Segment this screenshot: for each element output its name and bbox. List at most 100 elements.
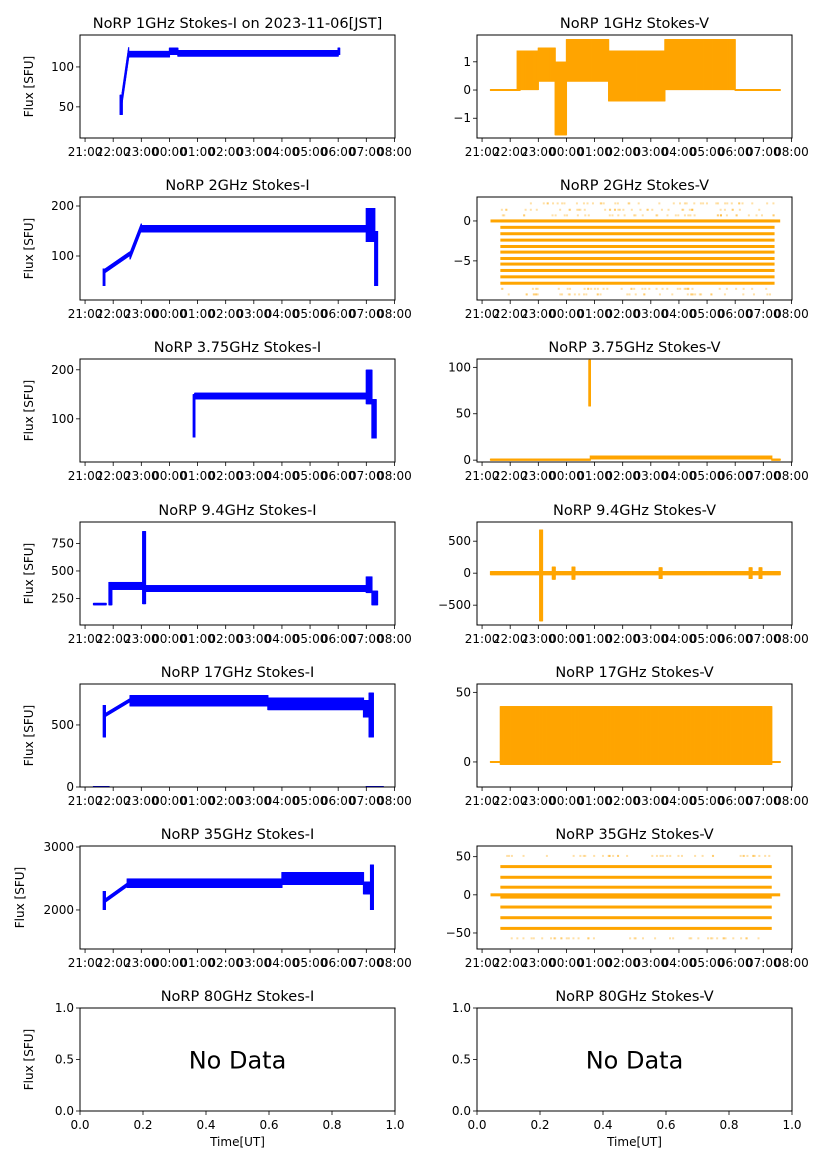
subplot-stokes-i-2: NoRP 3.75GHz Stokes-I21:0022:0023:0000:0…: [22, 340, 412, 483]
data-point: [779, 89, 781, 91]
x-tick-label: 03:00: [634, 307, 669, 321]
subplot-stokes-v-1: NoRP 2GHz Stokes-V21:0022:0023:0000:0001…: [453, 178, 808, 321]
sparse-point: [556, 202, 559, 205]
sparse-point: [723, 293, 726, 296]
sparse-point: [522, 214, 525, 217]
sparse-point: [702, 202, 705, 205]
sparse-point: [535, 208, 538, 211]
x-tick-label: 01:00: [577, 307, 612, 321]
sparse-point: [735, 287, 738, 290]
sparse-point: [554, 214, 557, 217]
x-tick-label: 22:00: [493, 145, 528, 159]
sparse-point: [689, 293, 692, 296]
data-band-0: [119, 94, 123, 115]
sparse-point: [503, 214, 506, 217]
sparse-point: [507, 293, 510, 296]
sparse-point: [611, 214, 614, 217]
data-band-6: [664, 39, 736, 91]
sparse-point: [658, 202, 661, 205]
x-tick-label: 08:00: [377, 307, 412, 321]
axes-frame: [476, 34, 793, 139]
sparse-point: [532, 293, 535, 296]
x-tick-label: 07:00: [746, 145, 781, 159]
sparse-point: [582, 202, 585, 205]
level-stripe: [500, 232, 775, 236]
sparse-point: [568, 208, 571, 211]
sparse-point: [567, 293, 570, 296]
sparse-point: [742, 287, 745, 290]
level-stripe: [500, 275, 775, 279]
sparse-point: [683, 214, 686, 217]
data-point: [734, 39, 736, 91]
x-tick-label: 23:00: [124, 307, 159, 321]
sparse-point: [689, 214, 692, 217]
sparse-point: [646, 208, 649, 211]
sparse-point: [766, 293, 769, 296]
subplot-stokes-i-0: NoRP 1GHz Stokes-I on 2023-11-06[JST]21:…: [22, 16, 412, 159]
sparse-point: [546, 202, 549, 205]
data-band-4: [565, 39, 610, 82]
sparse-point: [536, 287, 539, 290]
x-tick-label: 00:00: [152, 145, 187, 159]
sparse-point: [772, 214, 775, 217]
sparse-point: [693, 214, 696, 217]
axes-frame: [476, 196, 793, 301]
sparse-point: [660, 208, 663, 211]
sparse-point: [735, 214, 738, 217]
sparse-point: [568, 293, 571, 296]
sparse-point: [691, 287, 694, 290]
sparse-point: [639, 208, 642, 211]
sparse-point: [529, 202, 532, 205]
sparse-point: [755, 214, 758, 217]
sparse-point: [641, 214, 644, 217]
data-point: [565, 61, 568, 136]
stripe-set: [490, 202, 781, 296]
sparse-point: [686, 293, 689, 296]
sparse-point: [531, 287, 534, 290]
sparse-point: [677, 214, 680, 217]
sparse-point: [725, 214, 728, 217]
sparse-point: [738, 202, 741, 205]
x-tick-label: 05:00: [690, 145, 725, 159]
data-band-4: [365, 208, 376, 242]
sparse-point: [604, 208, 607, 211]
y-axis-label: Flux [SFU]: [22, 218, 36, 279]
sparse-point: [641, 287, 644, 290]
sparse-point: [529, 208, 532, 211]
sparse-point: [626, 293, 629, 296]
sparse-point: [742, 293, 745, 296]
sparse-point: [634, 293, 637, 296]
sparse-point: [738, 202, 741, 205]
sparse-point: [576, 208, 579, 211]
x-tick-label: 01:00: [180, 145, 215, 159]
sparse-point: [772, 202, 775, 205]
sparse-point: [691, 208, 694, 211]
sparse-point: [717, 202, 720, 205]
sparse-point: [752, 293, 755, 296]
x-tick-label: 05:00: [293, 145, 328, 159]
level-stripe: [500, 225, 775, 229]
sparse-point: [596, 287, 599, 290]
data-point: [374, 208, 376, 242]
sparse-point: [644, 287, 647, 290]
sparse-point: [710, 293, 713, 296]
y-tick-label: 100: [51, 249, 74, 263]
sparse-point: [608, 214, 611, 217]
sparse-point: [563, 202, 566, 205]
x-tick-label: 00:00: [549, 145, 584, 159]
sparse-point: [587, 214, 590, 217]
sparse-point: [682, 208, 685, 211]
plot-area: [119, 47, 341, 115]
x-tick-label: 06:00: [321, 307, 356, 321]
sparse-point: [505, 208, 508, 211]
sparse-point: [715, 202, 718, 205]
level-stripe: [500, 245, 775, 249]
sparse-point: [735, 214, 738, 217]
sparse-point: [559, 208, 562, 211]
sparse-point: [765, 287, 768, 290]
level-stripe: [500, 219, 775, 223]
x-tick-label: 02:00: [605, 145, 640, 159]
axes-frame: [79, 34, 396, 139]
sparse-point: [566, 287, 569, 290]
sparse-point: [573, 293, 576, 296]
